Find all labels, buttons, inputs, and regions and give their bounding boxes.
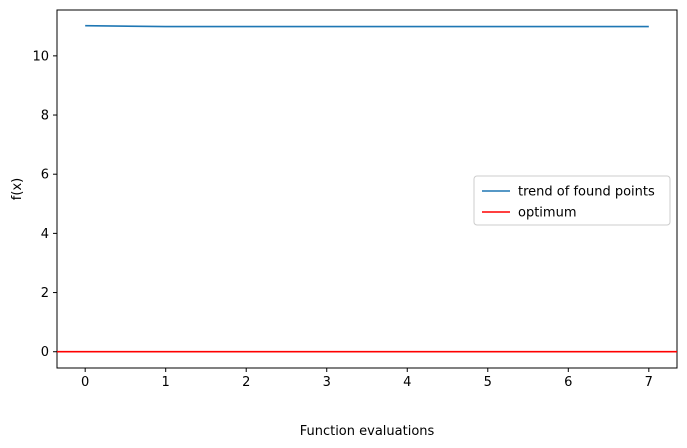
series-line-trend <box>85 24 649 28</box>
x-tick-label: 0 <box>81 375 89 390</box>
plot-frame <box>56 9 678 369</box>
legend: trend of found points optimum <box>473 175 671 226</box>
x-tick-label: 4 <box>403 375 411 390</box>
y-tick-label: 2 <box>41 286 49 301</box>
legend-label: trend of found points <box>518 185 655 200</box>
legend-label: optimum <box>518 206 576 221</box>
x-tick-label: 5 <box>484 375 492 390</box>
x-tick-label: 3 <box>323 375 331 390</box>
legend-box <box>473 175 671 226</box>
y-axis: 0 2 4 6 8 10 <box>32 49 57 360</box>
x-tick-label: 7 <box>645 375 653 390</box>
y-tick-label: 10 <box>32 49 49 64</box>
series-layer <box>57 24 677 353</box>
y-tick-label: 4 <box>41 227 49 242</box>
x-tick-label: 2 <box>242 375 250 390</box>
x-tick-label: 6 <box>564 375 572 390</box>
x-axis-label: Function evaluations <box>300 424 435 439</box>
y-tick-label: 0 <box>41 345 49 360</box>
x-tick-label: 1 <box>162 375 170 390</box>
plot-area <box>56 9 678 369</box>
y-tick-label: 8 <box>41 109 49 124</box>
y-axis-label: f(x) <box>10 178 25 200</box>
y-tick-label: 6 <box>41 168 49 183</box>
x-axis: 0 1 2 3 4 5 6 7 <box>81 368 653 390</box>
